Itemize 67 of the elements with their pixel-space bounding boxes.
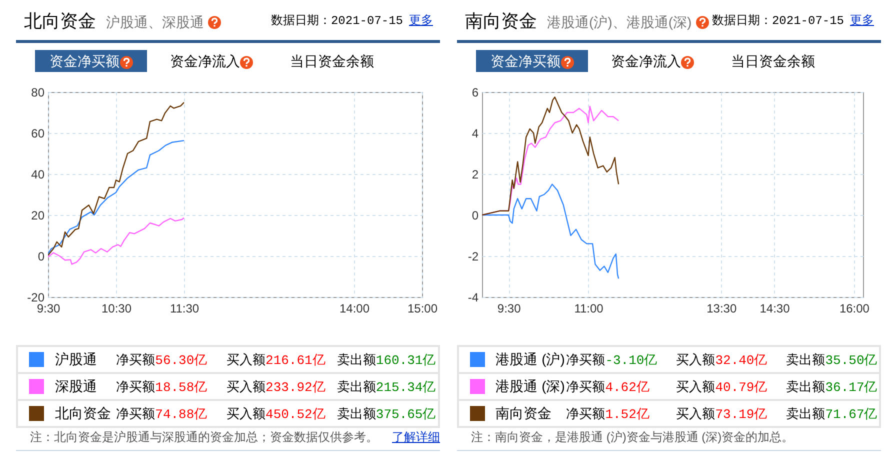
legend-label: 港股通 (深) xyxy=(496,376,566,396)
text: 净买额4.62亿 xyxy=(566,378,650,394)
text: 净买额18.58亿 xyxy=(116,378,208,394)
text: 买入额233.92亿 xyxy=(226,378,326,394)
text: 净买额-3.10亿 xyxy=(566,352,658,368)
text: 买入额216.61亿 xyxy=(226,352,326,368)
text: 买入额40.79亿 xyxy=(676,378,768,394)
x-tick-label: 11:00 xyxy=(574,302,604,316)
text: 净买额56.30亿 xyxy=(116,352,208,368)
line-series xyxy=(48,140,185,255)
text: 当日资金余额 xyxy=(290,52,374,71)
legend-label: 深股通 xyxy=(54,376,98,396)
text: 更多 xyxy=(850,13,874,27)
text: 当日资金余额 xyxy=(731,52,815,71)
text: 资金净买额 xyxy=(35,50,147,72)
chart-subtitle: 沪股通、深股通 xyxy=(106,14,204,30)
text: 资金净买额 xyxy=(476,50,588,72)
line-series xyxy=(482,184,620,280)
text: 更多 xyxy=(409,13,433,27)
y-tick-label: 2 xyxy=(472,168,479,182)
text: 卖出额71.67亿 xyxy=(786,406,878,422)
legend-label: 北向资金 xyxy=(54,404,112,422)
y-tick-label: 6 xyxy=(472,86,479,100)
text: 注：南向资金，是港股通 (沪)资金与港股通 (深)资金的加总。 xyxy=(471,430,794,444)
text: 卖出额35.50亿 xyxy=(786,352,878,368)
text: 净买额1.52亿 xyxy=(566,406,650,422)
legend-label: 南向资金 xyxy=(496,404,553,422)
y-tick-label: -2 xyxy=(468,250,479,264)
x-tick-label: 11:30 xyxy=(170,302,200,316)
x-tick-label: 13:30 xyxy=(706,302,737,316)
text: 卖出额160.31亿 xyxy=(336,352,436,368)
text: 卖出额375.65亿 xyxy=(336,406,436,422)
text: 买入额73.19亿 xyxy=(676,406,768,422)
chart-title: 北向资金 xyxy=(24,11,96,31)
text: 净买额74.88亿 xyxy=(116,406,208,422)
text: 数据日期：2021-07-15 xyxy=(712,14,844,28)
text: 资金净流入 xyxy=(170,52,241,71)
legend-label: 港股通 (沪) xyxy=(496,350,566,369)
x-tick-label: 10:30 xyxy=(101,302,132,316)
line-series xyxy=(48,217,185,265)
x-tick-label: 15:00 xyxy=(407,302,438,316)
y-tick-label: -20 xyxy=(27,290,45,304)
x-tick-label: 16:00 xyxy=(839,302,870,316)
y-tick-label: 20 xyxy=(31,208,45,222)
x-tick-label: 9:30 xyxy=(497,302,522,316)
x-tick-label: 9:30 xyxy=(36,302,60,316)
y-tick-label: -4 xyxy=(468,290,479,304)
text: 了解详细 xyxy=(392,430,440,444)
y-tick-label: 0 xyxy=(38,250,45,264)
y-tick-label: 80 xyxy=(31,86,45,100)
text: 卖出额36.17亿 xyxy=(786,378,878,394)
y-tick-label: 0 xyxy=(472,208,479,222)
y-tick-label: 4 xyxy=(472,126,479,140)
x-tick-label: 14:30 xyxy=(760,302,790,316)
text: 注：北向资金是沪股通与深股通的资金加总；资金数据仅供参考。 xyxy=(30,430,378,444)
text: 资金净流入 xyxy=(611,52,682,71)
text: 卖出额215.34亿 xyxy=(336,378,436,394)
y-tick-label: 60 xyxy=(31,126,45,140)
line-series xyxy=(48,102,185,256)
text: 数据日期：2021-07-15 xyxy=(270,14,403,28)
text: 买入额32.40亿 xyxy=(676,352,768,368)
x-tick-label: 14:00 xyxy=(339,302,370,316)
chart-subtitle: 港股通(沪)、港股通(深) xyxy=(547,14,692,30)
chart-title: 南向资金 xyxy=(465,11,537,31)
text: 买入额450.52亿 xyxy=(226,406,326,422)
y-tick-label: 40 xyxy=(31,168,45,182)
legend-label: 沪股通 xyxy=(54,350,98,368)
